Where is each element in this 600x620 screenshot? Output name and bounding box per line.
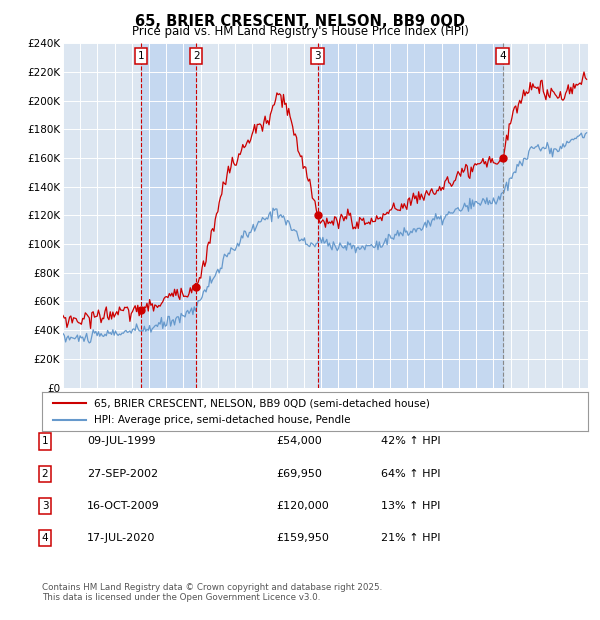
Text: 1: 1 xyxy=(41,436,49,446)
Text: £120,000: £120,000 xyxy=(276,501,329,511)
Text: 21% ↑ HPI: 21% ↑ HPI xyxy=(381,533,440,543)
Text: 64% ↑ HPI: 64% ↑ HPI xyxy=(381,469,440,479)
Text: 2: 2 xyxy=(193,51,200,61)
Text: 16-OCT-2009: 16-OCT-2009 xyxy=(87,501,160,511)
Text: 4: 4 xyxy=(499,51,506,61)
Text: £54,000: £54,000 xyxy=(276,436,322,446)
Text: 65, BRIER CRESCENT, NELSON, BB9 0QD (semi-detached house): 65, BRIER CRESCENT, NELSON, BB9 0QD (sem… xyxy=(94,398,430,408)
Text: 42% ↑ HPI: 42% ↑ HPI xyxy=(381,436,440,446)
Text: 3: 3 xyxy=(41,501,49,511)
Text: 4: 4 xyxy=(41,533,49,543)
Text: 09-JUL-1999: 09-JUL-1999 xyxy=(87,436,155,446)
Text: 3: 3 xyxy=(314,51,321,61)
Text: 2: 2 xyxy=(41,469,49,479)
Text: Price paid vs. HM Land Registry's House Price Index (HPI): Price paid vs. HM Land Registry's House … xyxy=(131,25,469,38)
Text: 17-JUL-2020: 17-JUL-2020 xyxy=(87,533,155,543)
Text: £159,950: £159,950 xyxy=(276,533,329,543)
Bar xyxy=(317,43,503,388)
Bar xyxy=(141,43,196,388)
Text: 65, BRIER CRESCENT, NELSON, BB9 0QD: 65, BRIER CRESCENT, NELSON, BB9 0QD xyxy=(135,14,465,29)
Text: 27-SEP-2002: 27-SEP-2002 xyxy=(87,469,158,479)
Text: HPI: Average price, semi-detached house, Pendle: HPI: Average price, semi-detached house,… xyxy=(94,415,350,425)
Text: 1: 1 xyxy=(137,51,144,61)
Text: Contains HM Land Registry data © Crown copyright and database right 2025.
This d: Contains HM Land Registry data © Crown c… xyxy=(42,583,382,602)
Text: 13% ↑ HPI: 13% ↑ HPI xyxy=(381,501,440,511)
Text: £69,950: £69,950 xyxy=(276,469,322,479)
